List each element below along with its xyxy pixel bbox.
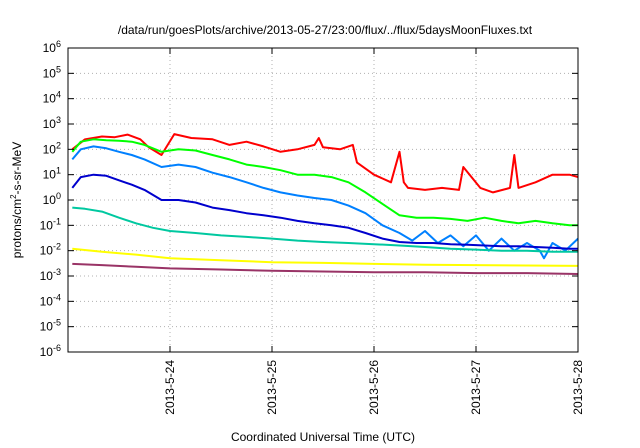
y-tick-exp: 4 xyxy=(56,90,61,100)
y-tick-exp: 1 xyxy=(56,166,61,176)
y-tick-label: 10-3 xyxy=(40,267,61,283)
x-tick-label: 2013-5-27 xyxy=(469,360,483,415)
y-tick-base: 10 xyxy=(40,294,54,308)
y-tick-label: 100 xyxy=(43,191,61,207)
y-tick-labels: 10-610-510-410-310-210-11001011021031041… xyxy=(40,39,61,359)
y-tick-exp: -4 xyxy=(53,292,61,302)
y-tick-base: 10 xyxy=(43,92,57,106)
y-tick-base: 10 xyxy=(40,269,54,283)
y-tick-exp: 6 xyxy=(56,39,61,49)
series-line-5 xyxy=(72,206,578,253)
y-tick-label: 10-6 xyxy=(40,343,61,359)
y-tick-exp: 0 xyxy=(56,191,61,201)
y-tick-base: 10 xyxy=(43,66,57,80)
y-tick-label: 105 xyxy=(43,64,61,80)
series-lines xyxy=(71,133,579,275)
y-tick-exp: -5 xyxy=(53,318,61,328)
y-tick-base: 10 xyxy=(40,218,54,232)
series-line-6 xyxy=(72,247,579,267)
y-tick-exp: -2 xyxy=(53,242,61,252)
y-tick-label: 102 xyxy=(43,140,61,156)
y-tick-exp: 3 xyxy=(56,115,61,125)
y-axis-label-prefix: protons/cm xyxy=(10,199,24,258)
y-tick-label: 10-1 xyxy=(40,216,61,232)
y-axis-label-suffix: -s-sr-MeV xyxy=(10,142,24,195)
y-tick-exp: -6 xyxy=(53,343,61,353)
chart-title: /data/run/goesPlots/archive/2013-05-27/2… xyxy=(118,23,533,37)
x-tick-label: 2013-5-24 xyxy=(163,360,177,415)
y-tick-base: 10 xyxy=(43,168,57,182)
y-tick-label: 101 xyxy=(43,166,61,182)
y-tick-exp: 5 xyxy=(56,64,61,74)
series-line-4 xyxy=(71,173,578,250)
y-tick-exp: 2 xyxy=(56,140,61,150)
y-axis-label-sup: 2 xyxy=(9,194,18,199)
series-line-2 xyxy=(71,138,578,227)
x-tick-labels: 2013-5-24 2013-5-25 2013-5-26 2013-5-27 2013… xyxy=(163,360,585,415)
y-tick-base: 10 xyxy=(43,193,57,207)
x-tick-label: 2013-5-26 xyxy=(367,360,381,415)
x-axis-label: Coordinated Universal Time (UTC) xyxy=(231,430,415,444)
y-tick-base: 10 xyxy=(40,244,54,258)
x-tick-label: 2013-5-25 xyxy=(265,360,279,415)
y-axis-label: protons/cm2-s-sr-MeV xyxy=(9,142,24,258)
y-tick-label: 103 xyxy=(43,115,61,131)
series-line-7 xyxy=(72,262,579,275)
y-tick-label: 10-4 xyxy=(40,292,61,308)
y-tick-label: 10-2 xyxy=(40,242,61,258)
x-tick-label: 2013-5-28 xyxy=(571,360,585,415)
y-tick-base: 10 xyxy=(40,320,54,334)
y-tick-base: 10 xyxy=(43,41,57,55)
y-tick-label: 104 xyxy=(43,90,61,106)
y-tick-base: 10 xyxy=(43,117,57,131)
y-tick-base: 10 xyxy=(40,345,54,359)
y-tick-exp: -3 xyxy=(53,267,61,277)
y-tick-label: 106 xyxy=(43,39,61,55)
series-line-1 xyxy=(71,133,579,194)
y-tick-exp: -1 xyxy=(53,216,61,226)
axis-ticks xyxy=(68,47,579,353)
y-tick-base: 10 xyxy=(43,142,57,156)
y-tick-label: 10-5 xyxy=(40,318,61,334)
